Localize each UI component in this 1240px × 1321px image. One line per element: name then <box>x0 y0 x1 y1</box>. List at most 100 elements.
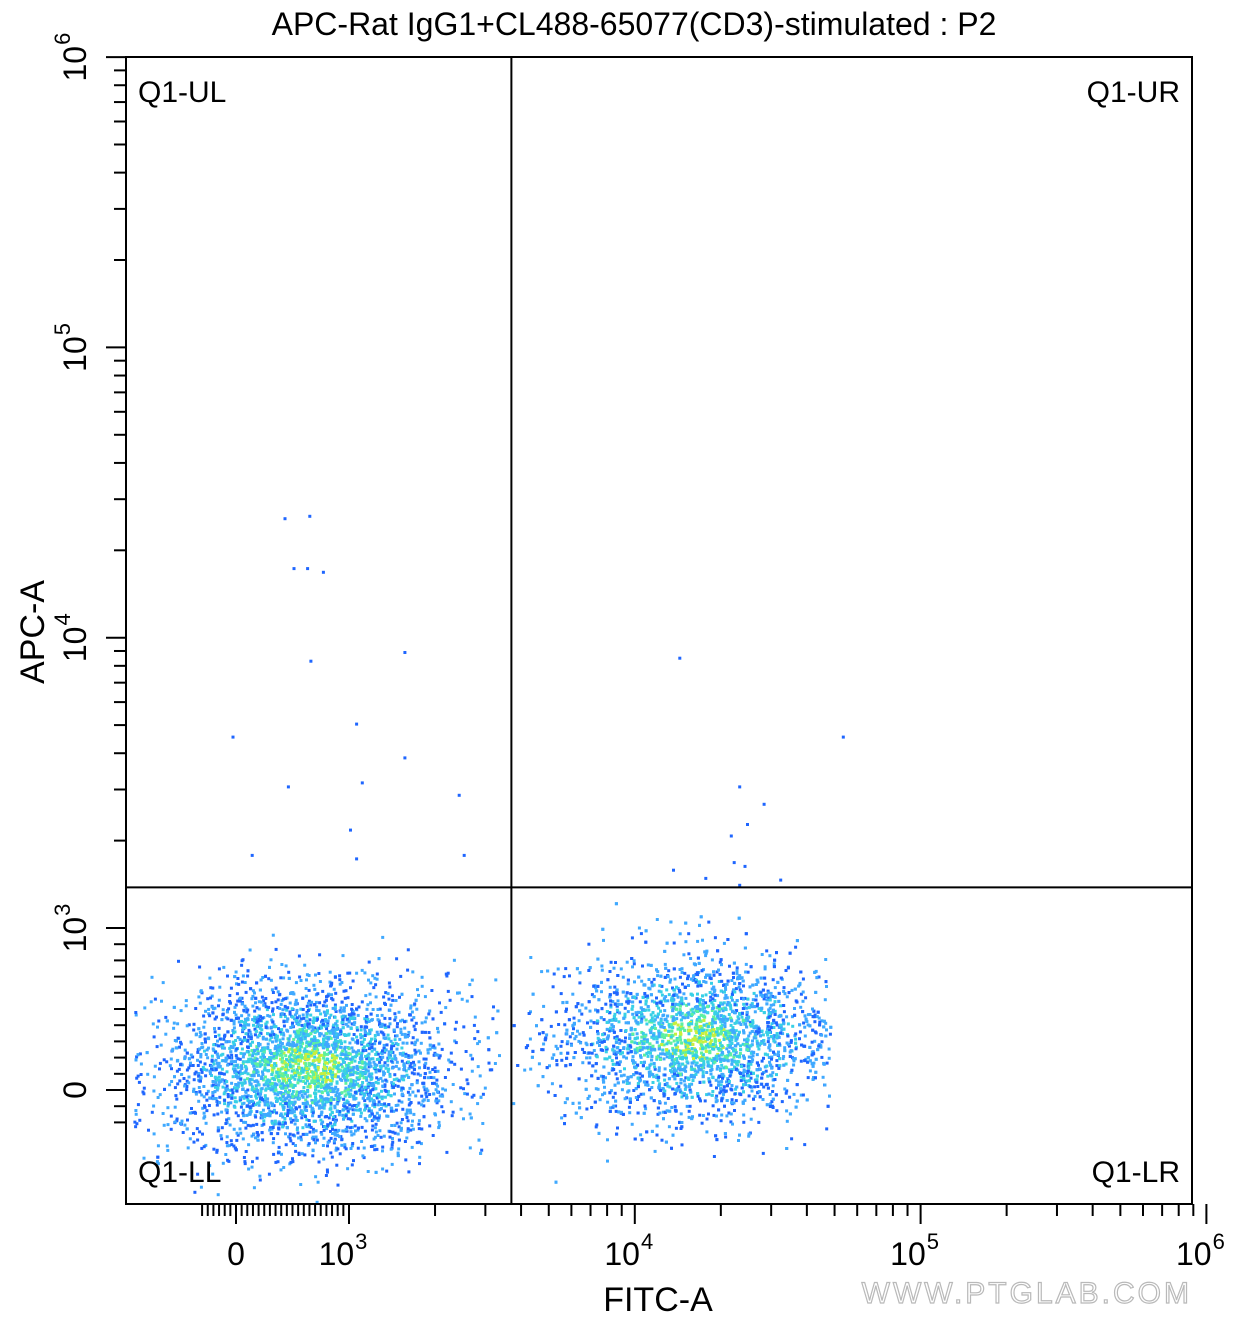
data-point <box>382 1073 386 1077</box>
data-point <box>386 1063 390 1067</box>
data-point <box>431 1068 435 1071</box>
data-point <box>289 991 293 995</box>
data-point <box>357 1052 361 1056</box>
data-point <box>326 1052 329 1056</box>
data-point <box>274 1054 278 1058</box>
data-point <box>294 1032 298 1035</box>
data-point <box>385 1169 389 1173</box>
data-point <box>609 1106 613 1110</box>
data-point <box>313 1080 317 1084</box>
data-point <box>345 1129 349 1133</box>
data-point <box>281 1076 285 1080</box>
data-point <box>230 1088 234 1092</box>
data-point <box>352 1023 356 1026</box>
data-point <box>157 1019 161 1023</box>
data-point <box>240 980 244 984</box>
data-point <box>435 1078 439 1082</box>
data-point <box>255 1045 259 1049</box>
data-point <box>750 1002 754 1006</box>
data-point <box>316 1068 320 1072</box>
data-point <box>302 1049 306 1053</box>
data-point <box>323 1076 327 1080</box>
data-point <box>384 1078 388 1082</box>
data-point <box>199 989 203 993</box>
data-point <box>267 1063 270 1067</box>
data-point <box>371 1008 375 1011</box>
data-point <box>644 1002 648 1006</box>
data-point <box>763 982 767 986</box>
data-point <box>357 1049 361 1053</box>
data-point <box>304 1076 308 1080</box>
data-point <box>298 1041 302 1045</box>
data-point <box>367 960 371 964</box>
data-point <box>145 1051 149 1055</box>
data-point <box>330 1096 334 1100</box>
data-point <box>359 1070 363 1074</box>
data-point <box>752 991 756 995</box>
data-point <box>295 1022 299 1026</box>
data-point <box>361 1081 365 1084</box>
data-point <box>269 1035 273 1039</box>
data-point <box>257 1042 260 1045</box>
data-point <box>334 1056 338 1060</box>
data-point <box>270 1104 274 1107</box>
data-point <box>257 1044 261 1048</box>
data-point <box>142 1156 146 1160</box>
data-point <box>398 995 401 999</box>
data-point <box>203 1037 207 1041</box>
data-point <box>202 1111 206 1115</box>
data-point <box>422 1098 426 1102</box>
data-point <box>334 1085 338 1089</box>
data-point <box>301 996 305 1000</box>
data-point <box>387 1056 391 1059</box>
data-point <box>365 1057 369 1061</box>
data-point <box>631 965 634 969</box>
data-point <box>388 1072 392 1076</box>
data-point <box>426 1048 430 1052</box>
data-point <box>392 1028 396 1032</box>
data-point <box>293 1070 297 1074</box>
data-point <box>673 1105 677 1109</box>
data-point <box>375 1116 379 1120</box>
data-point <box>138 1118 142 1122</box>
data-point <box>339 1029 343 1033</box>
data-point <box>416 1089 420 1093</box>
data-point <box>241 1111 245 1115</box>
data-point <box>801 1093 805 1097</box>
data-point <box>209 996 212 1000</box>
data-point <box>257 1103 261 1107</box>
data-point <box>276 1132 280 1136</box>
data-point <box>453 1039 457 1043</box>
data-point <box>352 1033 356 1036</box>
data-point <box>202 1085 206 1088</box>
data-point <box>410 1054 414 1058</box>
data-point <box>681 1057 684 1061</box>
data-point <box>235 1072 238 1076</box>
data-point <box>242 1008 246 1012</box>
data-point <box>340 1138 344 1142</box>
data-point <box>747 1045 751 1049</box>
data-point <box>367 1060 371 1064</box>
data-point <box>577 1019 581 1023</box>
data-point <box>306 1052 310 1056</box>
data-point <box>134 1058 138 1062</box>
data-point <box>224 1040 228 1044</box>
data-point <box>367 978 370 982</box>
data-point <box>314 1068 318 1072</box>
data-point <box>278 1053 282 1057</box>
data-point <box>338 1135 341 1139</box>
data-point <box>349 1026 353 1030</box>
data-point <box>208 1014 212 1018</box>
data-point <box>401 1086 405 1090</box>
data-point <box>342 1069 346 1073</box>
data-point <box>335 1019 339 1023</box>
data-point <box>263 1002 267 1006</box>
data-point <box>396 1022 399 1026</box>
data-point <box>181 1131 185 1134</box>
data-point <box>333 1060 337 1064</box>
data-point <box>437 1056 441 1060</box>
data-point <box>170 1080 174 1083</box>
data-point <box>460 997 464 1001</box>
data-point <box>650 999 654 1003</box>
data-point <box>233 1005 237 1009</box>
